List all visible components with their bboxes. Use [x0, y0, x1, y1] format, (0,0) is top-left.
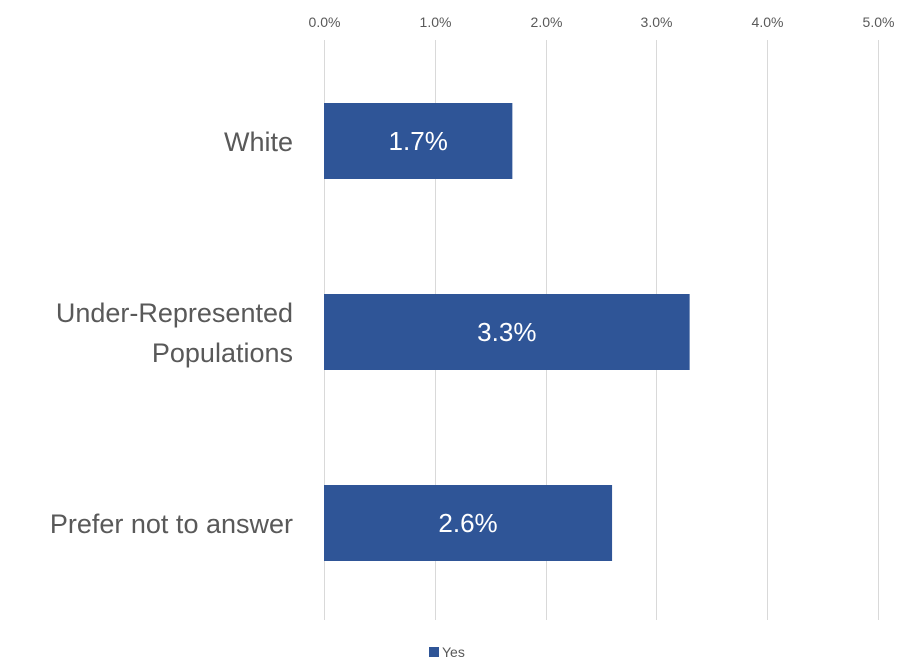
category-label-line: White	[224, 127, 293, 157]
category-label: Prefer not to answer	[50, 509, 293, 539]
category-label: White	[224, 127, 293, 157]
category-labels: White Under-Represented Populations Prefer …	[50, 127, 293, 539]
category-label-line: Under-Represented	[56, 298, 293, 328]
x-tick-label: 4.0%	[752, 14, 784, 30]
bar	[324, 294, 690, 370]
x-tick-label: 1.0%	[420, 14, 452, 30]
bar	[324, 485, 613, 561]
legend: Yes	[429, 644, 465, 660]
bars: 1.7% 3.3% 2.6%	[324, 103, 690, 561]
legend-label: Yes	[442, 644, 465, 660]
data-label: 3.3%	[477, 317, 536, 347]
category-label: Under-Represented Populations	[56, 298, 293, 368]
category-label-line: Prefer not to answer	[50, 509, 293, 539]
x-tick-label: 5.0%	[863, 14, 895, 30]
data-label: 2.6%	[438, 508, 497, 538]
bar	[324, 103, 513, 179]
category-label-line: Populations	[152, 338, 293, 368]
legend-swatch	[429, 647, 439, 657]
x-tick-label: 3.0%	[641, 14, 673, 30]
data-label: 1.7%	[389, 126, 448, 156]
x-axis-ticks: 0.0% 1.0% 2.0% 3.0% 4.0% 5.0%	[309, 14, 895, 30]
x-tick-label: 0.0%	[309, 14, 341, 30]
x-tick-label: 2.0%	[531, 14, 563, 30]
